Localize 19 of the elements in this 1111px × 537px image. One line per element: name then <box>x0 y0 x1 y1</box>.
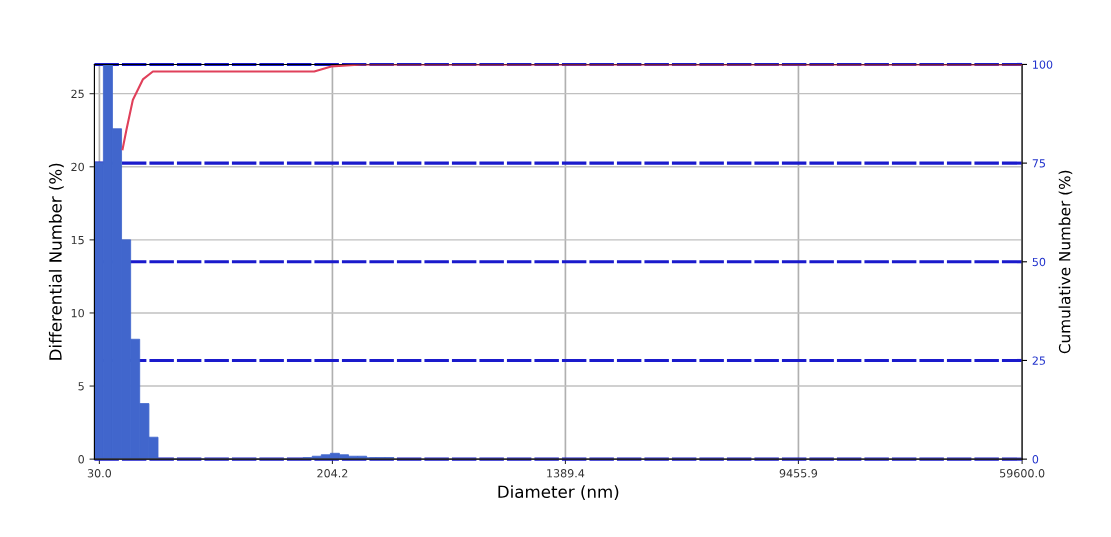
y-tick-label: 15 <box>71 235 84 245</box>
y-tick-label: 10 <box>71 308 84 318</box>
x-tick-label: 59600.0 <box>1000 469 1045 478</box>
y2-tick-label: 100 <box>1033 60 1053 69</box>
y2-tick-label: 0 <box>1032 455 1039 464</box>
y-tick-label: 0 <box>78 455 84 464</box>
x-tick-label: 30.0 <box>87 469 112 478</box>
y2-tick-label: 50 <box>1032 257 1046 267</box>
y-tick-label: 20 <box>71 162 84 172</box>
x-tick-label: 9455.9 <box>779 469 818 478</box>
x-axis-title: Diameter (nm) <box>498 485 619 501</box>
x-tick-label: 204.2 <box>317 469 348 478</box>
y-axis-title: Differential Number (%) <box>48 163 64 360</box>
x-tick-label: 1389.4 <box>547 469 585 478</box>
y-tick-label: 5 <box>78 382 84 391</box>
y2-axis-title: Cumulative Number (%) <box>1058 170 1073 354</box>
y2-tick-label: 25 <box>1032 356 1046 365</box>
y-tick-label: 25 <box>71 89 84 99</box>
y2-tick-label: 75 <box>1032 159 1046 168</box>
